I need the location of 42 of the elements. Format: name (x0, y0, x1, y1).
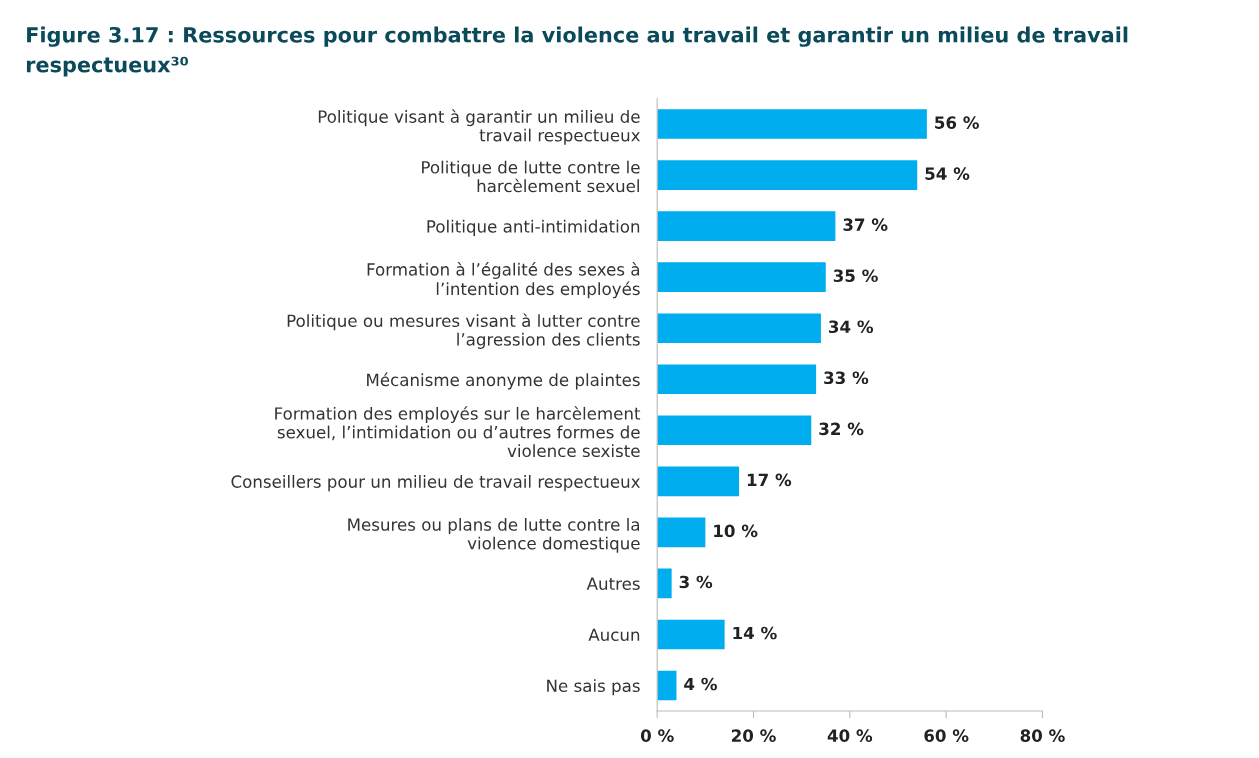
y-tick-label: Autres (586, 577, 640, 590)
data-label: 34 % (828, 320, 874, 334)
bar (657, 670, 677, 701)
x-tick-label: 40 % (827, 729, 873, 742)
data-label: 54 % (925, 167, 970, 180)
y-tick-label: Politique anti-intimidation (427, 219, 640, 236)
bar (657, 160, 918, 190)
y-tick-label: Formation des employés sur le harcèlement sexuel, l’intimidation ou d’autres formes de violence sexiste (275, 406, 641, 458)
bar (657, 262, 826, 292)
data-label: 32 % (819, 422, 864, 436)
data-label: 3 % (679, 575, 713, 589)
bar (657, 415, 812, 446)
y-tick-label: Conseillers pour un milieu de travail respectueux (231, 475, 640, 492)
y-tick-label: Formation à l’égalité des sexes à l’intention des employés (367, 262, 640, 299)
bar (657, 211, 836, 241)
data-label: 33 % (824, 371, 869, 385)
bar (657, 313, 821, 344)
bar (657, 517, 706, 548)
y-tick-label: Mesures ou plans de lutte contre la violence domestique (348, 517, 640, 553)
y-tick-label: Ne sais pas (547, 679, 640, 696)
bar (657, 364, 817, 395)
y-tick-label: Politique ou mesures visant à lutter contre l’agression des clients (287, 313, 640, 349)
y-tick-label: Politique visant à garantir un milieu de travail respectueux (318, 109, 640, 145)
chart-title: Figure 3.17 : Ressources pour combattre la violence au travail et garantir un milieu de travail respectueux³⁰ (26, 26, 1128, 77)
x-tick-label: 80 % (1020, 729, 1065, 742)
x-tick-label: 60 % (924, 729, 969, 742)
data-label: 4 % (684, 677, 717, 691)
data-label: 35 % (833, 269, 878, 283)
x-tick-label: 0 % (640, 729, 674, 742)
data-label: 17 % (747, 473, 792, 487)
data-label: 10 % (714, 524, 758, 538)
x-tick-label: 20 % (731, 729, 776, 742)
y-tick-label: Politique de lutte contre le harcèlement sexuel (422, 160, 640, 193)
bar (657, 568, 672, 599)
bar (657, 619, 725, 650)
y-tick-label: Mécanisme anonyme de plaintes (367, 372, 640, 390)
data-label: 37 % (843, 218, 888, 231)
bar (657, 466, 740, 497)
y-tick-label: Aucun (588, 628, 640, 642)
data-label: 14 % (733, 626, 777, 640)
bar (657, 109, 927, 139)
data-label: 56 % (935, 116, 979, 129)
